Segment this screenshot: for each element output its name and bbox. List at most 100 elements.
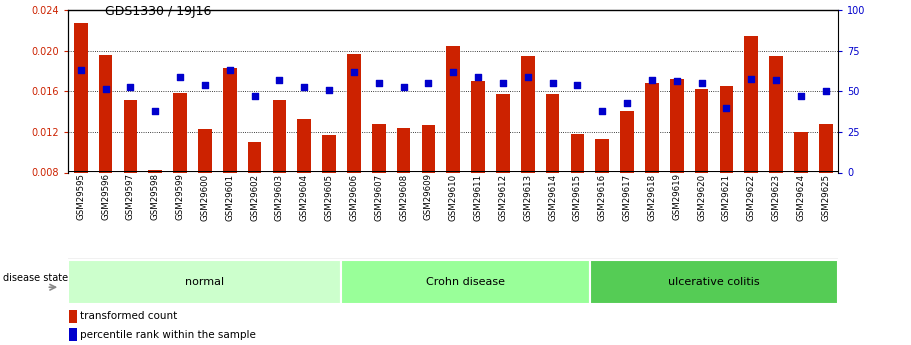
- Text: GSM29622: GSM29622: [747, 174, 756, 220]
- Bar: [794, 132, 808, 172]
- Point: [471, 74, 486, 80]
- Point: [346, 69, 361, 75]
- Text: GSM29623: GSM29623: [772, 174, 781, 220]
- Text: GSM29609: GSM29609: [424, 174, 433, 220]
- Point: [123, 85, 138, 90]
- Bar: [68, 260, 342, 304]
- Point: [719, 105, 733, 110]
- Text: GSM29620: GSM29620: [697, 174, 706, 220]
- Point: [421, 80, 435, 86]
- Text: disease state: disease state: [4, 273, 68, 283]
- Text: GSM29610: GSM29610: [449, 174, 457, 220]
- Text: GSM29598: GSM29598: [150, 174, 159, 220]
- Point: [619, 100, 634, 106]
- Bar: [496, 95, 510, 172]
- Point: [570, 82, 585, 88]
- Bar: [396, 128, 410, 172]
- Text: percentile rank within the sample: percentile rank within the sample: [80, 330, 256, 340]
- Bar: [173, 93, 187, 172]
- Text: Crohn disease: Crohn disease: [426, 277, 505, 287]
- Point: [98, 86, 113, 92]
- Text: GSM29597: GSM29597: [126, 174, 135, 220]
- Point: [496, 80, 510, 85]
- Point: [198, 82, 212, 88]
- Text: GSM29601: GSM29601: [225, 174, 234, 220]
- Bar: [744, 36, 758, 172]
- Bar: [223, 68, 237, 172]
- Bar: [347, 54, 361, 172]
- Text: GSM29605: GSM29605: [324, 174, 333, 220]
- Text: GSM29599: GSM29599: [176, 174, 185, 220]
- Point: [445, 69, 460, 75]
- Text: GSM29624: GSM29624: [796, 174, 805, 220]
- Point: [670, 78, 684, 83]
- Point: [247, 93, 261, 99]
- Bar: [69, 328, 77, 341]
- Bar: [471, 81, 485, 172]
- Point: [372, 80, 386, 86]
- Text: transformed count: transformed count: [80, 312, 178, 322]
- Bar: [521, 56, 535, 172]
- Bar: [620, 111, 634, 172]
- Bar: [272, 100, 286, 172]
- Point: [595, 108, 609, 114]
- Text: GSM29617: GSM29617: [622, 174, 631, 220]
- Text: GSM29608: GSM29608: [399, 174, 408, 220]
- Bar: [819, 124, 833, 172]
- Bar: [695, 89, 709, 172]
- Text: GSM29612: GSM29612: [498, 174, 507, 220]
- Text: GSM29600: GSM29600: [200, 174, 210, 220]
- Bar: [570, 134, 584, 172]
- Point: [173, 74, 188, 80]
- Bar: [670, 79, 683, 172]
- Bar: [148, 170, 162, 172]
- Text: GSM29613: GSM29613: [523, 174, 532, 220]
- Point: [396, 84, 411, 89]
- Text: GSM29596: GSM29596: [101, 174, 110, 220]
- Bar: [98, 55, 112, 172]
- Bar: [422, 125, 435, 172]
- Text: GSM29619: GSM29619: [672, 174, 681, 220]
- Point: [222, 67, 237, 72]
- Point: [793, 93, 808, 99]
- Bar: [342, 260, 589, 304]
- Text: GSM29615: GSM29615: [573, 174, 582, 220]
- Point: [322, 87, 336, 92]
- Point: [694, 80, 709, 85]
- Point: [272, 77, 287, 83]
- Point: [546, 80, 560, 85]
- Text: GSM29606: GSM29606: [350, 174, 358, 220]
- Point: [74, 67, 88, 72]
- Point: [148, 108, 162, 114]
- Bar: [645, 83, 659, 172]
- Text: GSM29611: GSM29611: [474, 174, 483, 220]
- Text: ulcerative colitis: ulcerative colitis: [668, 277, 760, 287]
- Bar: [74, 22, 87, 172]
- Bar: [589, 260, 838, 304]
- Point: [520, 74, 535, 80]
- Bar: [446, 46, 460, 172]
- Point: [818, 89, 833, 94]
- Text: GSM29616: GSM29616: [598, 174, 607, 220]
- Text: GDS1330 / 19J16: GDS1330 / 19J16: [105, 5, 211, 18]
- Point: [744, 77, 759, 82]
- Text: GSM29595: GSM29595: [77, 174, 86, 220]
- Bar: [69, 310, 77, 323]
- Text: GSM29621: GSM29621: [722, 174, 731, 220]
- Bar: [769, 56, 783, 172]
- Text: GSM29603: GSM29603: [275, 174, 284, 220]
- Bar: [198, 129, 211, 172]
- Bar: [720, 86, 733, 172]
- Bar: [297, 119, 311, 172]
- Bar: [596, 139, 609, 172]
- Bar: [546, 95, 559, 172]
- Text: GSM29614: GSM29614: [548, 174, 557, 220]
- Text: normal: normal: [185, 277, 224, 287]
- Bar: [322, 135, 336, 172]
- Bar: [248, 142, 261, 172]
- Text: GSM29618: GSM29618: [648, 174, 657, 220]
- Point: [645, 77, 660, 83]
- Bar: [124, 100, 138, 172]
- Bar: [372, 124, 385, 172]
- Point: [297, 84, 312, 89]
